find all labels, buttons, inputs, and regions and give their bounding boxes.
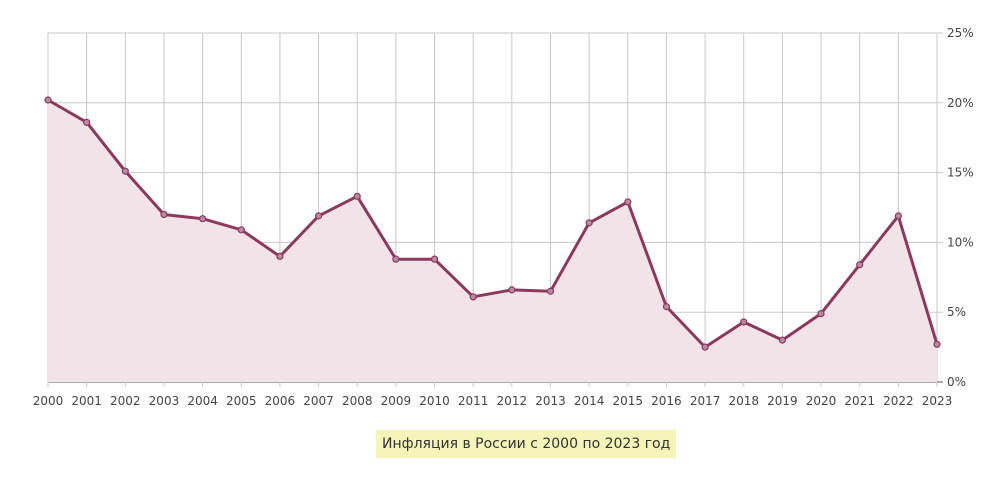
data-point-2011	[469, 293, 477, 301]
x-tick-label: 2019	[767, 394, 798, 408]
inflation-chart: 2000 2001 2002 2003 2004 2005 2006 2007 2008 2009…	[33, 26, 974, 408]
data-point-2003	[160, 210, 168, 219]
x-tick-label: 2012	[497, 394, 528, 408]
x-tick-label: 2009	[381, 394, 412, 408]
data-point-2020	[817, 309, 825, 318]
data-point-2015	[624, 198, 632, 206]
data-point-2022	[894, 212, 902, 220]
data-point-2023	[933, 340, 941, 348]
x-tick-label: 2005	[226, 394, 257, 408]
data-point-2019	[778, 336, 786, 344]
data-point-2016	[662, 303, 671, 311]
x-tick-label: 2004	[187, 394, 218, 408]
x-tick-label: 2003	[149, 394, 180, 408]
data-point-2014	[585, 219, 593, 227]
data-point-2004	[199, 215, 207, 223]
x-tick-label: 2001	[71, 394, 102, 408]
data-point-2012	[508, 286, 516, 294]
x-tick-label: 2014	[574, 394, 605, 408]
data-point-2002	[121, 167, 129, 175]
chart-caption: Инфляция в России с 2000 по 2023 год	[376, 430, 677, 458]
x-tick-label: 2006	[265, 394, 296, 408]
y-tick-label: 20%	[947, 96, 974, 110]
inflation-line	[47, 98, 939, 349]
x-tick-label: 2018	[728, 394, 759, 408]
data-point-2007	[314, 212, 323, 220]
y-tick-label: 15%	[947, 166, 974, 180]
x-tick-label: 2022	[883, 394, 914, 408]
data-point-2013	[546, 287, 555, 295]
data-point-2009	[392, 255, 400, 263]
y-axis: 0% 5% 10% 15% 20% 25%	[947, 26, 974, 389]
data-point-2021	[856, 261, 864, 269]
data-points	[44, 96, 941, 351]
x-tick-label: 2016	[651, 394, 682, 408]
x-tick-label: 2023	[922, 394, 953, 408]
data-point-2018	[740, 318, 748, 326]
x-tick-label: 2007	[303, 394, 334, 408]
x-axis: 2000 2001 2002 2003 2004 2005 2006 2007 2008 2009…	[33, 394, 953, 408]
x-tick-label: 2020	[806, 394, 837, 408]
data-point-2010	[430, 255, 439, 263]
inflation-area-fill	[48, 100, 937, 382]
y-tick-label: 25%	[947, 26, 974, 40]
x-tick-label: 2000	[33, 394, 64, 408]
x-tick-label: 2010	[419, 394, 450, 408]
data-point-2005	[237, 226, 245, 234]
x-tick-label: 2017	[690, 394, 721, 408]
x-tick-label: 2021	[844, 394, 875, 408]
x-tick-label: 2008	[342, 394, 373, 408]
x-tick-label: 2002	[110, 394, 141, 408]
y-tick-label: 0%	[947, 375, 966, 389]
x-tick-label: 2011	[458, 394, 489, 408]
y-tick-label: 10%	[947, 235, 974, 249]
data-point-2008	[353, 192, 361, 200]
data-point-2006	[276, 252, 284, 260]
data-point-2001	[83, 118, 91, 126]
y-tick-label: 5%	[947, 305, 966, 319]
x-tick-label: 2013	[535, 394, 566, 408]
x-tick-label: 2015	[613, 394, 644, 408]
data-point-2017	[701, 343, 709, 351]
data-point-2000	[44, 96, 52, 104]
